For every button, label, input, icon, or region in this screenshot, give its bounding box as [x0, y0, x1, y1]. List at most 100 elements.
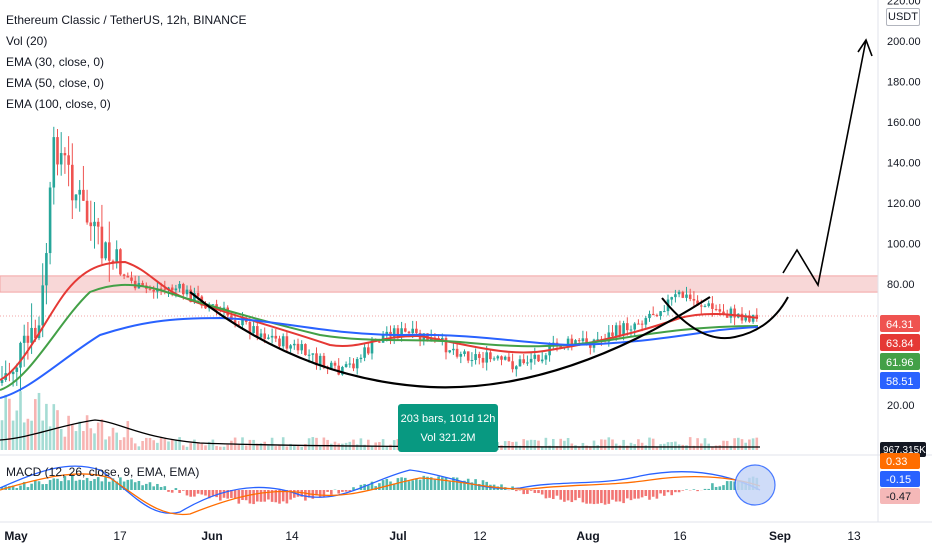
macd-histogram-bar: [707, 488, 710, 490]
candle-body: [122, 274, 126, 276]
candle-body: [178, 283, 181, 289]
macd-histogram-bar: [626, 490, 629, 499]
candle-body: [370, 340, 374, 354]
volume-bar: [204, 445, 207, 450]
volume-bar: [211, 439, 215, 450]
macd-histogram-bar: [396, 478, 400, 490]
candle-body: [492, 358, 496, 360]
macd-histogram-bar: [570, 490, 574, 503]
macd-histogram-bar: [178, 490, 181, 494]
candle-body: [71, 164, 74, 201]
macd-histogram-bar: [552, 490, 555, 500]
volume-bar: [304, 443, 307, 450]
macd-histogram-bar: [252, 490, 255, 505]
candle-body: [740, 313, 744, 321]
macd-histogram-bar: [215, 490, 218, 498]
candle-body: [215, 304, 218, 309]
candle-body: [577, 340, 581, 342]
legend-ema30[interactable]: EMA (30, close, 0): [6, 55, 105, 69]
candle-body: [196, 292, 200, 297]
candle-body: [452, 348, 455, 351]
macd-histogram-bar: [133, 482, 137, 490]
candle-body: [670, 297, 673, 300]
candle-body: [237, 324, 241, 326]
macd-legend[interactable]: MACD (12, 26, close, 9, EMA, EMA): [6, 465, 200, 479]
candle-body: [348, 363, 352, 365]
candle-body: [170, 287, 174, 291]
macd-histogram-bar: [563, 490, 566, 502]
candle-body: [11, 371, 15, 375]
macd-histogram-bar: [426, 476, 429, 490]
candle-body: [222, 307, 226, 310]
candle-body: [82, 189, 85, 201]
volume-bar: [85, 415, 89, 450]
arrow-head: [857, 38, 873, 57]
legend-ema100[interactable]: EMA (100, close, 0): [6, 97, 111, 111]
macd-histogram-bar: [270, 490, 274, 502]
candle-body: [681, 291, 685, 298]
candle-body: [115, 249, 118, 263]
volume-bar: [215, 445, 218, 450]
signal-line: [0, 473, 761, 516]
volume-bar: [256, 443, 259, 450]
volume-bar: [544, 437, 548, 450]
macd-histogram-bar: [603, 490, 607, 505]
candle-body: [392, 328, 396, 337]
macd-histogram-bar: [67, 480, 70, 490]
candle-body: [663, 311, 666, 313]
legend-vol[interactable]: Vol (20): [6, 34, 48, 48]
macd-histogram-bar: [56, 478, 59, 490]
volume-bar: [670, 442, 673, 450]
volume-bar: [385, 446, 389, 450]
macd-histogram-bar: [185, 490, 189, 496]
candle-body: [526, 362, 529, 364]
candle-body: [503, 356, 507, 360]
macd-histogram-bar: [104, 476, 107, 490]
candle-body: [511, 361, 514, 370]
candle-body: [0, 379, 4, 383]
volume-bar: [566, 437, 570, 450]
volume-bar: [367, 439, 370, 450]
volume-bar: [666, 442, 670, 450]
drawn-pattern: [189, 38, 873, 389]
macd-histogram-bar: [614, 490, 618, 502]
candle-body: [429, 337, 433, 342]
volume-bar: [289, 443, 292, 450]
macd-histogram-bar: [152, 486, 155, 490]
x-tick-label: 13: [847, 529, 861, 543]
volume-bar: [45, 403, 48, 450]
candle-body: [655, 315, 659, 317]
macd-histogram-bar: [96, 477, 100, 490]
volume-bar: [219, 446, 222, 450]
macd-histogram-bar: [71, 475, 74, 490]
macd-histogram-bar: [304, 490, 307, 501]
macd-histogram-bar: [418, 479, 422, 490]
macd-histogram-bar: [696, 490, 699, 492]
macd-histogram-bar: [22, 481, 26, 490]
candle-body: [559, 345, 562, 349]
macd-histogram-bar: [363, 484, 366, 490]
candle-body: [359, 357, 363, 360]
candle-body: [259, 333, 263, 338]
macd-histogram-bar: [82, 480, 85, 490]
volume-bar: [755, 437, 759, 450]
volume-bar: [15, 410, 19, 450]
volume-bar: [725, 440, 729, 450]
price-axis: 20.00 80.00 100.00 120.00 140.00 160.00 180.00…: [0, 0, 932, 522]
volume-bar: [696, 438, 699, 450]
currency-unit[interactable]: USDT: [886, 8, 920, 26]
volume-bar: [729, 445, 733, 450]
macd-histogram-bar: [174, 488, 178, 490]
macd-histogram-bar: [352, 487, 355, 490]
volume-bar: [359, 438, 363, 450]
macd-histogram-bar: [540, 490, 544, 495]
volume-bar: [500, 445, 503, 450]
volume-bar: [52, 404, 56, 450]
candle-body: [574, 340, 577, 345]
legend-ema50[interactable]: EMA (50, close, 0): [6, 76, 105, 90]
macd-histogram-bar: [193, 490, 196, 497]
volume-bar: [222, 446, 226, 450]
candle-body: [315, 353, 318, 366]
highlight-circle: [734, 464, 776, 506]
